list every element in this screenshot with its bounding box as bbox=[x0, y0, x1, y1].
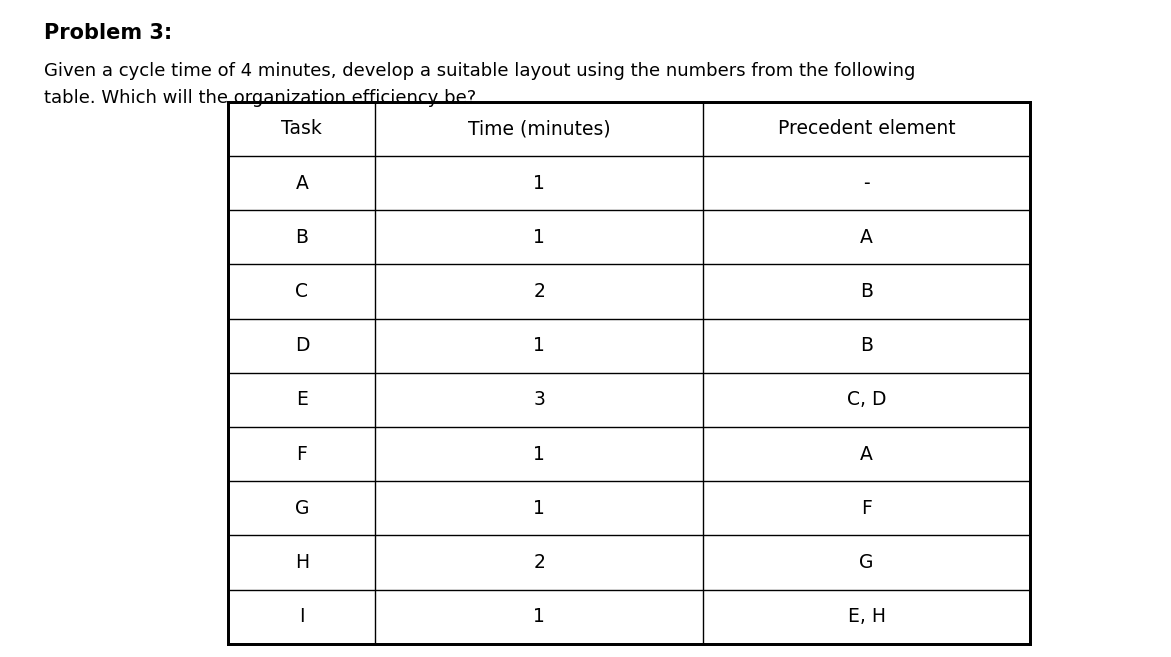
Text: C, D: C, D bbox=[847, 390, 886, 409]
Text: 1: 1 bbox=[533, 173, 546, 193]
Text: B: B bbox=[861, 336, 874, 355]
Text: 1: 1 bbox=[533, 228, 546, 247]
Text: 1: 1 bbox=[533, 445, 546, 464]
Text: C: C bbox=[295, 282, 308, 301]
Text: 1: 1 bbox=[533, 607, 546, 626]
Text: Problem 3:: Problem 3: bbox=[44, 23, 173, 43]
Text: 3: 3 bbox=[533, 390, 546, 409]
Text: D: D bbox=[295, 336, 309, 355]
Text: 2: 2 bbox=[533, 553, 546, 572]
Text: Task: Task bbox=[281, 120, 322, 139]
Text: 1: 1 bbox=[533, 499, 546, 518]
Text: B: B bbox=[861, 282, 874, 301]
Text: Precedent element: Precedent element bbox=[778, 120, 956, 139]
Text: Given a cycle time of 4 minutes, develop a suitable layout using the numbers fro: Given a cycle time of 4 minutes, develop… bbox=[44, 62, 916, 107]
Text: E: E bbox=[296, 390, 308, 409]
Text: 1: 1 bbox=[533, 336, 546, 355]
Text: A: A bbox=[861, 228, 874, 247]
Text: H: H bbox=[295, 553, 309, 572]
Text: Time (minutes): Time (minutes) bbox=[468, 120, 610, 139]
Text: A: A bbox=[861, 445, 874, 464]
Text: 2: 2 bbox=[533, 282, 546, 301]
Text: I: I bbox=[299, 607, 304, 626]
Text: A: A bbox=[295, 173, 308, 193]
Text: G: G bbox=[860, 553, 874, 572]
Text: -: - bbox=[863, 173, 870, 193]
Text: F: F bbox=[862, 499, 872, 518]
Bar bbox=[228, 102, 1030, 644]
Text: E, H: E, H bbox=[848, 607, 885, 626]
Text: F: F bbox=[296, 445, 307, 464]
Text: B: B bbox=[295, 228, 308, 247]
Text: G: G bbox=[295, 499, 309, 518]
